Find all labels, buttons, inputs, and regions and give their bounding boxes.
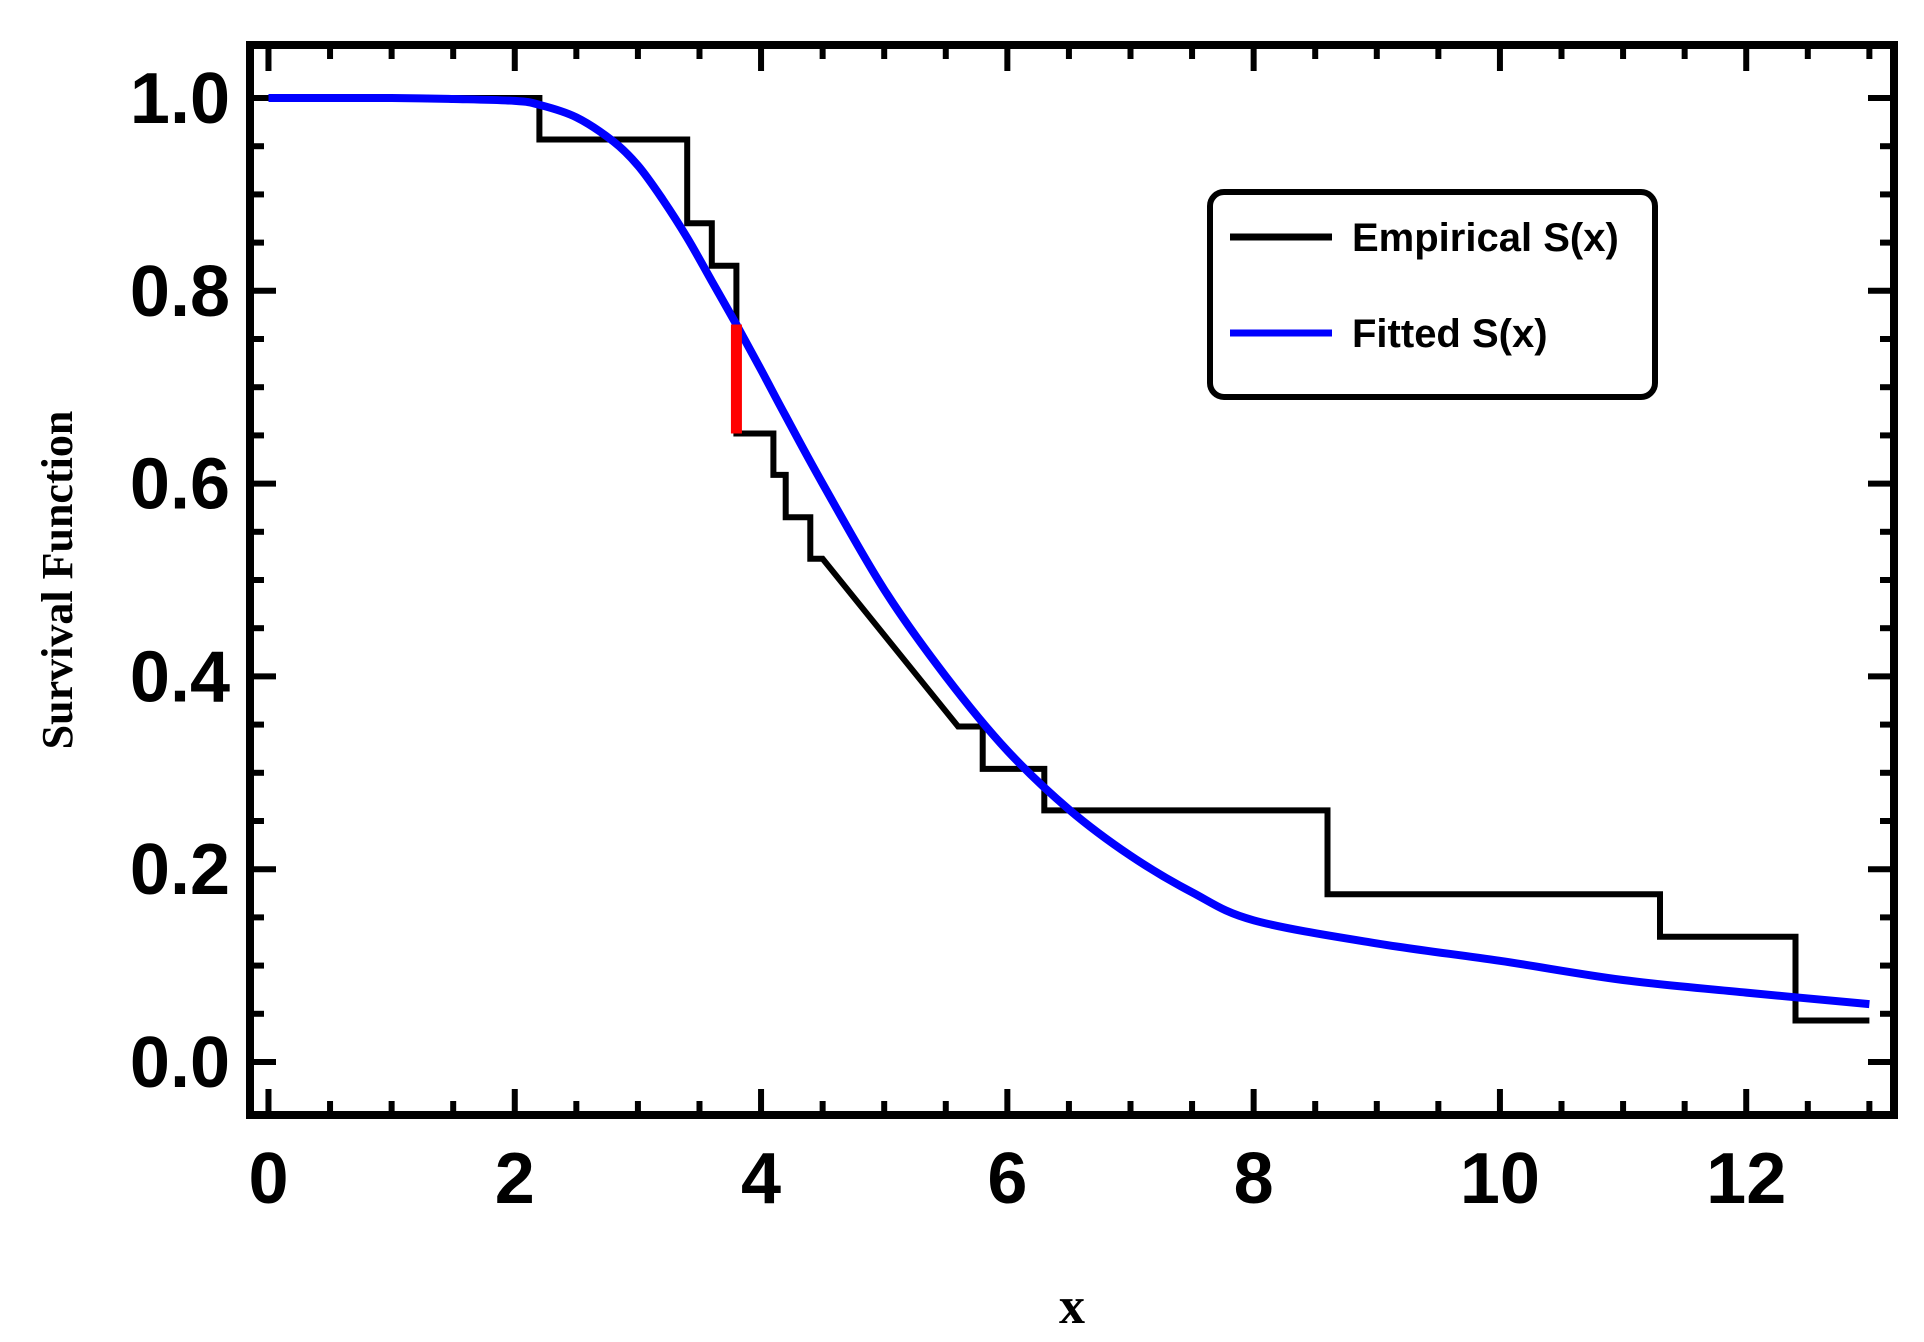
legend-label: Empirical S(x)	[1352, 216, 1619, 260]
x-tick-label: 10	[1460, 1139, 1540, 1219]
y-tick-label: 0.6	[130, 445, 230, 525]
x-tick-label: 8	[1234, 1139, 1274, 1219]
y-tick-label: 0.2	[130, 830, 230, 910]
x-axis-title: x	[1059, 1278, 1085, 1335]
x-tick-label: 0	[248, 1139, 288, 1219]
fitted-survival-line	[268, 93, 1870, 1009]
x-tick-label: 2	[495, 1139, 535, 1219]
y-tick-label: 0.4	[130, 637, 230, 717]
x-tick-label: 12	[1706, 1139, 1786, 1219]
x-tick-label: 6	[987, 1139, 1027, 1219]
y-tick-label: 0.8	[130, 252, 230, 332]
y-tick-label: 0.0	[130, 1023, 230, 1103]
x-tick-label: 4	[741, 1139, 781, 1219]
legend-box	[1207, 189, 1658, 400]
y-tick-label: 1.0	[130, 59, 230, 139]
legend-label: Fitted S(x)	[1352, 312, 1548, 356]
y-axis-title: Survival Function	[33, 411, 82, 750]
empirical-survival-line	[268, 95, 1870, 1024]
